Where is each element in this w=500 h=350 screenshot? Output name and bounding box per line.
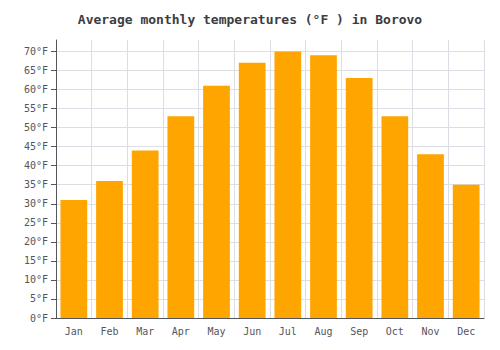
svg-text:Feb: Feb xyxy=(100,326,118,337)
svg-text:Oct: Oct xyxy=(386,326,404,337)
svg-text:Jul: Jul xyxy=(279,326,297,337)
svg-text:Aug: Aug xyxy=(314,326,332,337)
svg-text:20°F: 20°F xyxy=(24,236,48,247)
svg-text:10°F: 10°F xyxy=(24,274,48,285)
svg-text:0°F: 0°F xyxy=(30,313,48,324)
svg-text:Dec: Dec xyxy=(457,326,475,337)
svg-text:Nov: Nov xyxy=(421,326,439,337)
svg-text:40°F: 40°F xyxy=(24,160,48,171)
svg-text:30°F: 30°F xyxy=(24,198,48,209)
svg-text:Mar: Mar xyxy=(136,326,154,337)
svg-text:25°F: 25°F xyxy=(24,217,48,228)
svg-text:Jan: Jan xyxy=(65,326,83,337)
svg-text:Jun: Jun xyxy=(243,326,261,337)
svg-text:65°F: 65°F xyxy=(24,65,48,76)
svg-text:50°F: 50°F xyxy=(24,122,48,133)
svg-text:5°F: 5°F xyxy=(30,293,48,304)
svg-text:Average monthly temperatures (: Average monthly temperatures (°F ) in Bo… xyxy=(78,12,423,27)
svg-text:35°F: 35°F xyxy=(24,179,48,190)
svg-text:Apr: Apr xyxy=(172,326,190,337)
svg-text:Sep: Sep xyxy=(350,326,368,337)
svg-text:May: May xyxy=(207,326,225,337)
svg-text:60°F: 60°F xyxy=(24,84,48,95)
svg-text:45°F: 45°F xyxy=(24,141,48,152)
svg-text:70°F: 70°F xyxy=(24,46,48,57)
svg-text:15°F: 15°F xyxy=(24,255,48,266)
svg-text:55°F: 55°F xyxy=(24,103,48,114)
